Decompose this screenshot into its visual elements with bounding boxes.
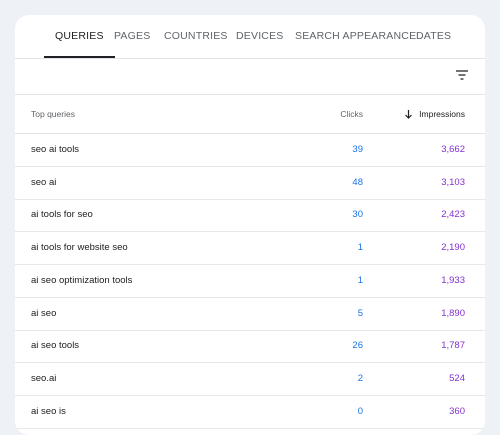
table-row[interactable]: ai tools for website seo 1 2,190 — [15, 232, 485, 266]
table-row[interactable]: seo.ai 2 524 — [15, 363, 485, 396]
query: ai tools for website seo — [31, 242, 128, 254]
query: ai seo tools — [31, 340, 80, 352]
impressions: 2,423 — [441, 209, 465, 221]
clicks: 0 — [357, 405, 363, 417]
clicks: 1 — [357, 274, 363, 286]
tab[interactable]: DEVICES — [236, 30, 284, 42]
impressions: 1,890 — [441, 307, 465, 319]
query: seo.ai — [31, 372, 57, 384]
tab[interactable]: PAGES — [114, 30, 151, 42]
tab-bar: QUERIES PAGES COUNTRIES DEVICES SEARCH APPEA… — [15, 15, 485, 59]
tab[interactable]: COUNTRIES — [164, 30, 228, 42]
query: seo ai — [31, 176, 57, 188]
impressions: 360 — [449, 405, 465, 417]
impressions: 2,190 — [441, 242, 465, 254]
clicks: 1 — [357, 242, 363, 254]
sort-arrow — [405, 110, 412, 119]
tab[interactable]: DATES — [416, 30, 452, 42]
table-header: Top queries Clicks Impressions — [15, 95, 485, 134]
clicks: 26 — [352, 340, 363, 352]
query: ai seo is — [31, 405, 66, 417]
impressions: 524 — [449, 372, 465, 384]
column-header[interactable]: Clicks — [340, 109, 363, 119]
clicks: 48 — [352, 176, 363, 188]
tab[interactable]: SEARCH APPEARANCE — [295, 30, 417, 42]
clicks: 5 — [357, 307, 363, 319]
query: seo ai tools — [31, 144, 80, 155]
impressions: 1,933 — [441, 274, 465, 286]
filter-icon[interactable] — [455, 69, 469, 81]
toolbar — [15, 59, 485, 95]
table-card: QUERIES PAGES COUNTRIES DEVICES SEARCH APPEA… — [15, 15, 485, 435]
table-row[interactable]: ai tools for seo 30 2,423 — [15, 199, 485, 233]
table-row[interactable]: ai seo optimization tools 1 1,933 — [15, 265, 485, 298]
clicks: 30 — [352, 209, 363, 221]
table-row[interactable]: seo ai tools 39 3,662 — [15, 134, 485, 167]
impressions: 3,662 — [441, 144, 465, 155]
page: {"tabs": ["QUERIES", "PAGES", "COUNTRIES… — [15, 15, 485, 435]
column-header[interactable]: Top queries — [31, 109, 75, 119]
table-row[interactable]: ai seo is 0 360 — [15, 396, 485, 429]
tab[interactable]: QUERIES — [55, 30, 104, 42]
column-header[interactable]: Impressions — [419, 109, 465, 119]
query: ai seo — [31, 307, 57, 319]
query: ai seo optimization tools — [31, 274, 133, 286]
table-row[interactable]: ai seo 5 1,890 — [15, 298, 485, 331]
clicks: 2 — [357, 372, 363, 384]
table-row[interactable]: seo ai 48 3,103 — [15, 167, 485, 200]
impressions: 1,787 — [441, 340, 465, 352]
active-tab-indicator — [44, 56, 115, 58]
query: ai tools for seo — [31, 209, 93, 221]
clicks: 39 — [352, 144, 363, 155]
table-row[interactable]: ai seo tools 26 1,787 — [15, 330, 485, 364]
impressions: 3,103 — [441, 176, 465, 188]
